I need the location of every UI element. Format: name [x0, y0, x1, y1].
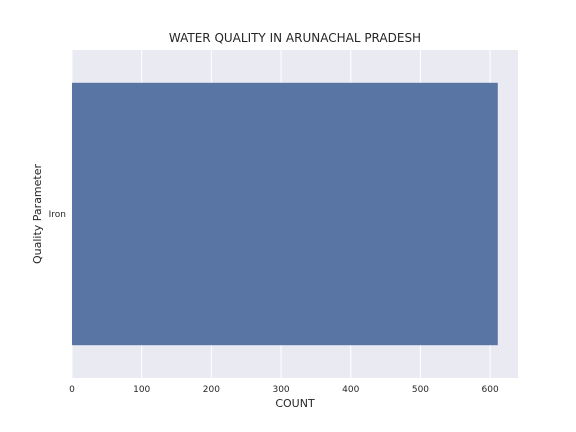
bar-iron	[72, 83, 498, 345]
x-tick-label: 100	[133, 385, 150, 395]
y-axis-label: Quality Parameter	[31, 164, 44, 265]
bars	[72, 83, 498, 345]
x-axis-ticks: 0 100 200 300 400 500 600	[69, 385, 499, 395]
x-tick-label: 300	[272, 385, 289, 395]
chart-title: WATER QUALITY IN ARUNACHAL PRADESH	[169, 31, 421, 45]
x-tick-label: 500	[412, 385, 429, 395]
x-tick-label: 400	[342, 385, 359, 395]
x-axis-label: COUNT	[275, 397, 315, 410]
y-tick-label: Iron	[49, 210, 66, 220]
y-axis-ticks: Iron	[49, 210, 66, 220]
x-tick-label: 200	[203, 385, 220, 395]
x-tick-label: 600	[482, 385, 499, 395]
x-tick-label: 0	[69, 385, 75, 395]
